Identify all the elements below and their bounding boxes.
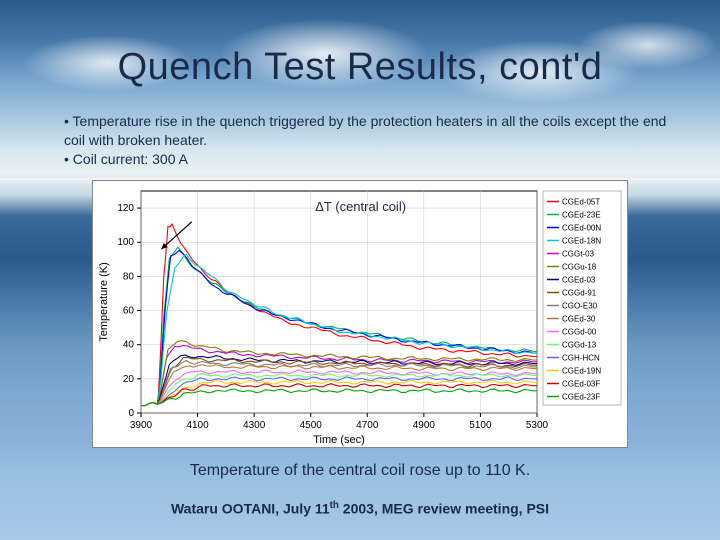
- svg-text:80: 80: [123, 271, 135, 282]
- svg-text:60: 60: [123, 306, 135, 317]
- svg-text:CGEd-03F: CGEd-03F: [562, 380, 600, 389]
- svg-text:CGEd-05T: CGEd-05T: [562, 198, 600, 207]
- svg-text:4700: 4700: [356, 420, 379, 431]
- svg-text:Temperature (K): Temperature (K): [98, 262, 110, 341]
- svg-text:4900: 4900: [413, 420, 436, 431]
- svg-text:3900: 3900: [130, 420, 153, 431]
- svg-text:CGGu-18: CGGu-18: [562, 263, 597, 272]
- svg-text:CGGd-91: CGGd-91: [562, 289, 597, 298]
- svg-text:40: 40: [123, 340, 135, 351]
- svg-text:4300: 4300: [243, 420, 266, 431]
- page-title: Quench Test Results, cont'd: [0, 46, 720, 89]
- bullets: • Temperature rise in the quench trigger…: [64, 112, 680, 169]
- chart-svg: 3900 4100 4300 4500 4700 4900 5100 5300 0 20 40 60 8…: [93, 181, 627, 447]
- bullet-1: • Temperature rise in the quench trigger…: [64, 112, 680, 150]
- svg-text:CGEd-03: CGEd-03: [562, 276, 596, 285]
- bullet-2: • Coil current: 300 A: [64, 150, 680, 169]
- temperature-chart: 3900 4100 4300 4500 4700 4900 5100 5300 0 20 40 60 8…: [92, 180, 628, 448]
- chart-caption: Temperature of the central coil rose up …: [0, 462, 720, 480]
- svg-text:CGEd-18N: CGEd-18N: [562, 237, 601, 246]
- svg-text:ΔT (central coil): ΔT (central coil): [315, 199, 406, 214]
- svg-text:5100: 5100: [469, 420, 492, 431]
- svg-text:Time (sec): Time (sec): [313, 434, 365, 446]
- svg-text:4100: 4100: [186, 420, 209, 431]
- svg-text:CGO-E30: CGO-E30: [562, 302, 598, 311]
- footer-credit: Wataru OOTANI, July 11th 2003, MEG revie…: [0, 500, 720, 517]
- svg-text:120: 120: [117, 203, 134, 214]
- svg-text:CGEd-19N: CGEd-19N: [562, 367, 601, 376]
- svg-text:CGGd-00: CGGd-00: [562, 328, 597, 337]
- svg-text:0: 0: [128, 408, 134, 419]
- svg-text:5300: 5300: [526, 420, 549, 431]
- svg-text:4500: 4500: [300, 420, 323, 431]
- svg-text:CGH-HCN: CGH-HCN: [562, 354, 600, 363]
- svg-text:CGEd-23F: CGEd-23F: [562, 393, 600, 402]
- svg-text:CGGd-13: CGGd-13: [562, 341, 597, 350]
- svg-text:100: 100: [117, 237, 134, 248]
- svg-text:CGEd-23E: CGEd-23E: [562, 211, 601, 220]
- svg-text:CGEd-00N: CGEd-00N: [562, 224, 601, 233]
- svg-text:CGEd-30: CGEd-30: [562, 315, 596, 324]
- svg-text:20: 20: [123, 374, 135, 385]
- svg-text:CGGt-03: CGGt-03: [562, 250, 595, 259]
